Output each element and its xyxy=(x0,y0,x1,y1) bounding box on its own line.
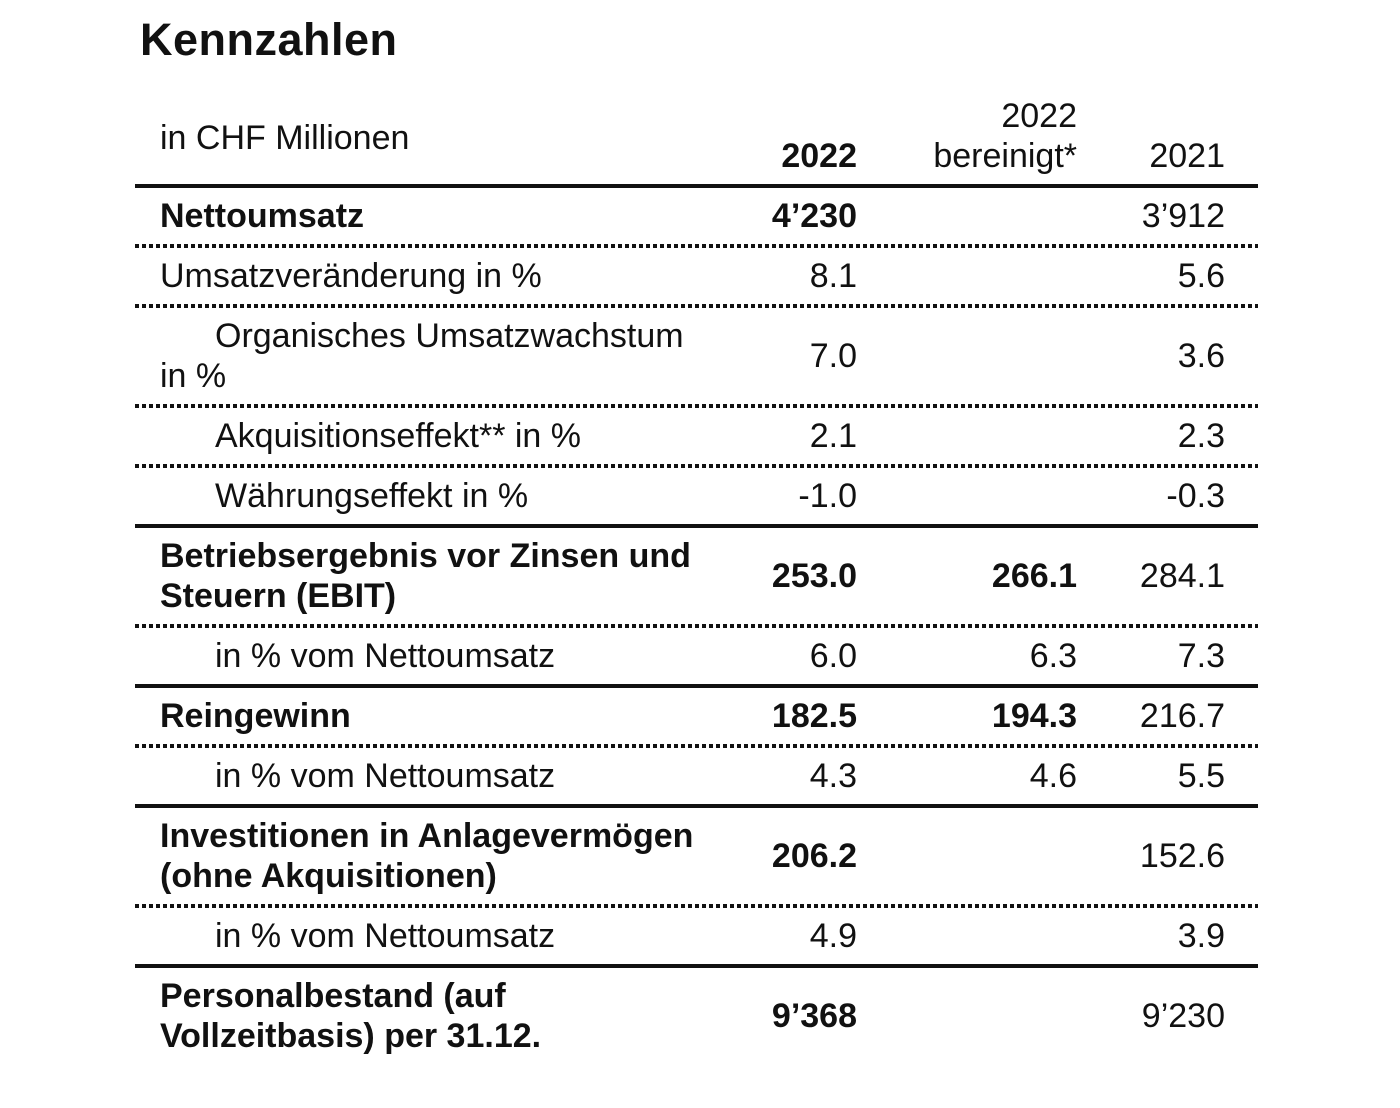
financial-table: in CHF Millionen 2022 2022 bereinigt* 20… xyxy=(135,96,1258,1064)
value-2021: 9’230 xyxy=(1141,997,1225,1035)
row-label: in % vom Nettoumsatz xyxy=(215,637,556,675)
value-2022: 4.3 xyxy=(809,757,857,795)
row-separator-dotted xyxy=(135,464,1258,468)
row-separator-solid xyxy=(135,964,1258,968)
value-2021: 152.6 xyxy=(1139,837,1225,875)
value-2022: 182.5 xyxy=(771,697,857,735)
header-line-top: 2022 xyxy=(1001,97,1077,135)
row-separator-dotted xyxy=(135,404,1258,408)
value-2021: -0.3 xyxy=(1166,477,1225,515)
row-separator-dotted xyxy=(135,624,1258,628)
table-row: Akquisitionseffekt** in % 2.1 2.3 xyxy=(135,408,1258,464)
table-row: in % vom Nettoumsatz 4.3 4.6 5.5 xyxy=(135,748,1258,804)
header-col-2022-adjusted: 2022 bereinigt* xyxy=(857,96,1077,184)
table-header-row: in CHF Millionen 2022 2022 bereinigt* 20… xyxy=(135,96,1258,184)
row-label: Organisches Umsatzwachstum in % xyxy=(160,317,684,395)
dotted-rule-line xyxy=(135,464,1258,468)
table-row: Betriebsergebnis vor Zinsen und Steuern … xyxy=(135,528,1258,624)
table-row: in % vom Nettoumsatz 6.0 6.3 7.3 xyxy=(135,628,1258,684)
value-2022: 4’230 xyxy=(771,197,857,235)
value-2021: 3’912 xyxy=(1141,197,1225,235)
value-2022-adjusted xyxy=(857,808,1077,904)
value-2021: 5.6 xyxy=(1177,257,1225,295)
row-separator-dotted xyxy=(135,744,1258,748)
row-label: Investitionen in Anlagevermögen (ohne Ak… xyxy=(160,817,694,895)
row-label: Personalbestand (auf Vollzeitbasis) per … xyxy=(160,977,542,1055)
dotted-rule-line xyxy=(135,624,1258,628)
row-label: Umsatzveränderung in % xyxy=(160,257,542,295)
dotted-rule-line xyxy=(135,244,1258,248)
value-2022: 2.1 xyxy=(809,417,857,455)
value-2022-adjusted: 266.1 xyxy=(991,557,1077,595)
table-row: Investitionen in Anlagevermögen (ohne Ak… xyxy=(135,808,1258,904)
table-row: Organisches Umsatzwachstum in % 7.0 3.6 xyxy=(135,308,1258,404)
row-separator-dotted xyxy=(135,244,1258,248)
value-2022: 9’368 xyxy=(771,997,857,1035)
value-2022-adjusted xyxy=(857,468,1077,524)
row-separator-solid xyxy=(135,684,1258,688)
value-2022-adjusted xyxy=(857,408,1077,464)
row-label: Betriebsergebnis vor Zinsen und Steuern … xyxy=(160,537,691,615)
value-2022: 206.2 xyxy=(771,837,857,875)
header-unit-label: in CHF Millionen xyxy=(160,119,410,157)
header-rule-line xyxy=(135,184,1258,188)
table-row: in % vom Nettoumsatz 4.9 3.9 xyxy=(135,908,1258,964)
row-separator-solid xyxy=(135,524,1258,528)
table-row: Währungseffekt in % -1.0 -0.3 xyxy=(135,468,1258,524)
solid-rule-line xyxy=(135,804,1258,808)
solid-rule-line xyxy=(135,964,1258,968)
value-2021: 3.9 xyxy=(1177,917,1225,955)
table-row: Nettoumsatz 4’230 3’912 xyxy=(135,188,1258,244)
solid-rule-line xyxy=(135,524,1258,528)
value-2021: 216.7 xyxy=(1139,697,1225,735)
dotted-rule-line xyxy=(135,904,1258,908)
table-row: Umsatzveränderung in % 8.1 5.6 xyxy=(135,248,1258,304)
value-2022-adjusted: 194.3 xyxy=(991,697,1077,735)
value-2022: 7.0 xyxy=(809,337,857,375)
value-2022-adjusted: 4.6 xyxy=(1029,757,1077,795)
row-separator-dotted xyxy=(135,304,1258,308)
table-row: Personalbestand (auf Vollzeitbasis) per … xyxy=(135,968,1258,1064)
value-2021: 3.6 xyxy=(1177,337,1225,375)
value-2022: 8.1 xyxy=(809,257,857,295)
row-label: in % vom Nettoumsatz xyxy=(215,917,556,955)
row-label: Nettoumsatz xyxy=(160,197,365,235)
value-2022-adjusted xyxy=(857,968,1077,1064)
solid-rule-line xyxy=(135,684,1258,688)
header-col-2022: 2022 xyxy=(781,137,857,175)
dotted-rule-line xyxy=(135,404,1258,408)
header-col-2021: 2021 xyxy=(1149,137,1225,175)
header-rule xyxy=(135,184,1258,188)
value-2022-adjusted xyxy=(857,308,1077,404)
value-2022-adjusted xyxy=(857,908,1077,964)
row-label: Währungseffekt in % xyxy=(215,477,529,515)
value-2022-adjusted xyxy=(857,248,1077,304)
value-2022-adjusted xyxy=(857,188,1077,244)
value-2021: 7.3 xyxy=(1177,637,1225,675)
value-2022: 6.0 xyxy=(809,637,857,675)
value-2022: 253.0 xyxy=(771,557,857,595)
row-label: Akquisitionseffekt** in % xyxy=(215,417,582,455)
table-row: Reingewinn 182.5 194.3 216.7 xyxy=(135,688,1258,744)
row-label: Reingewinn xyxy=(160,697,351,735)
value-2021: 2.3 xyxy=(1177,417,1225,455)
dotted-rule-line xyxy=(135,744,1258,748)
row-separator-dotted xyxy=(135,904,1258,908)
page-title: Kennzahlen xyxy=(140,14,398,65)
row-separator-solid xyxy=(135,804,1258,808)
value-2022: 4.9 xyxy=(809,917,857,955)
value-2022: -1.0 xyxy=(798,477,857,515)
value-2021: 284.1 xyxy=(1139,557,1225,595)
row-label: in % vom Nettoumsatz xyxy=(215,757,556,795)
dotted-rule-line xyxy=(135,304,1258,308)
value-2021: 5.5 xyxy=(1177,757,1225,795)
header-line-bottom: bereinigt* xyxy=(933,137,1077,175)
value-2022-adjusted: 6.3 xyxy=(1029,637,1077,675)
